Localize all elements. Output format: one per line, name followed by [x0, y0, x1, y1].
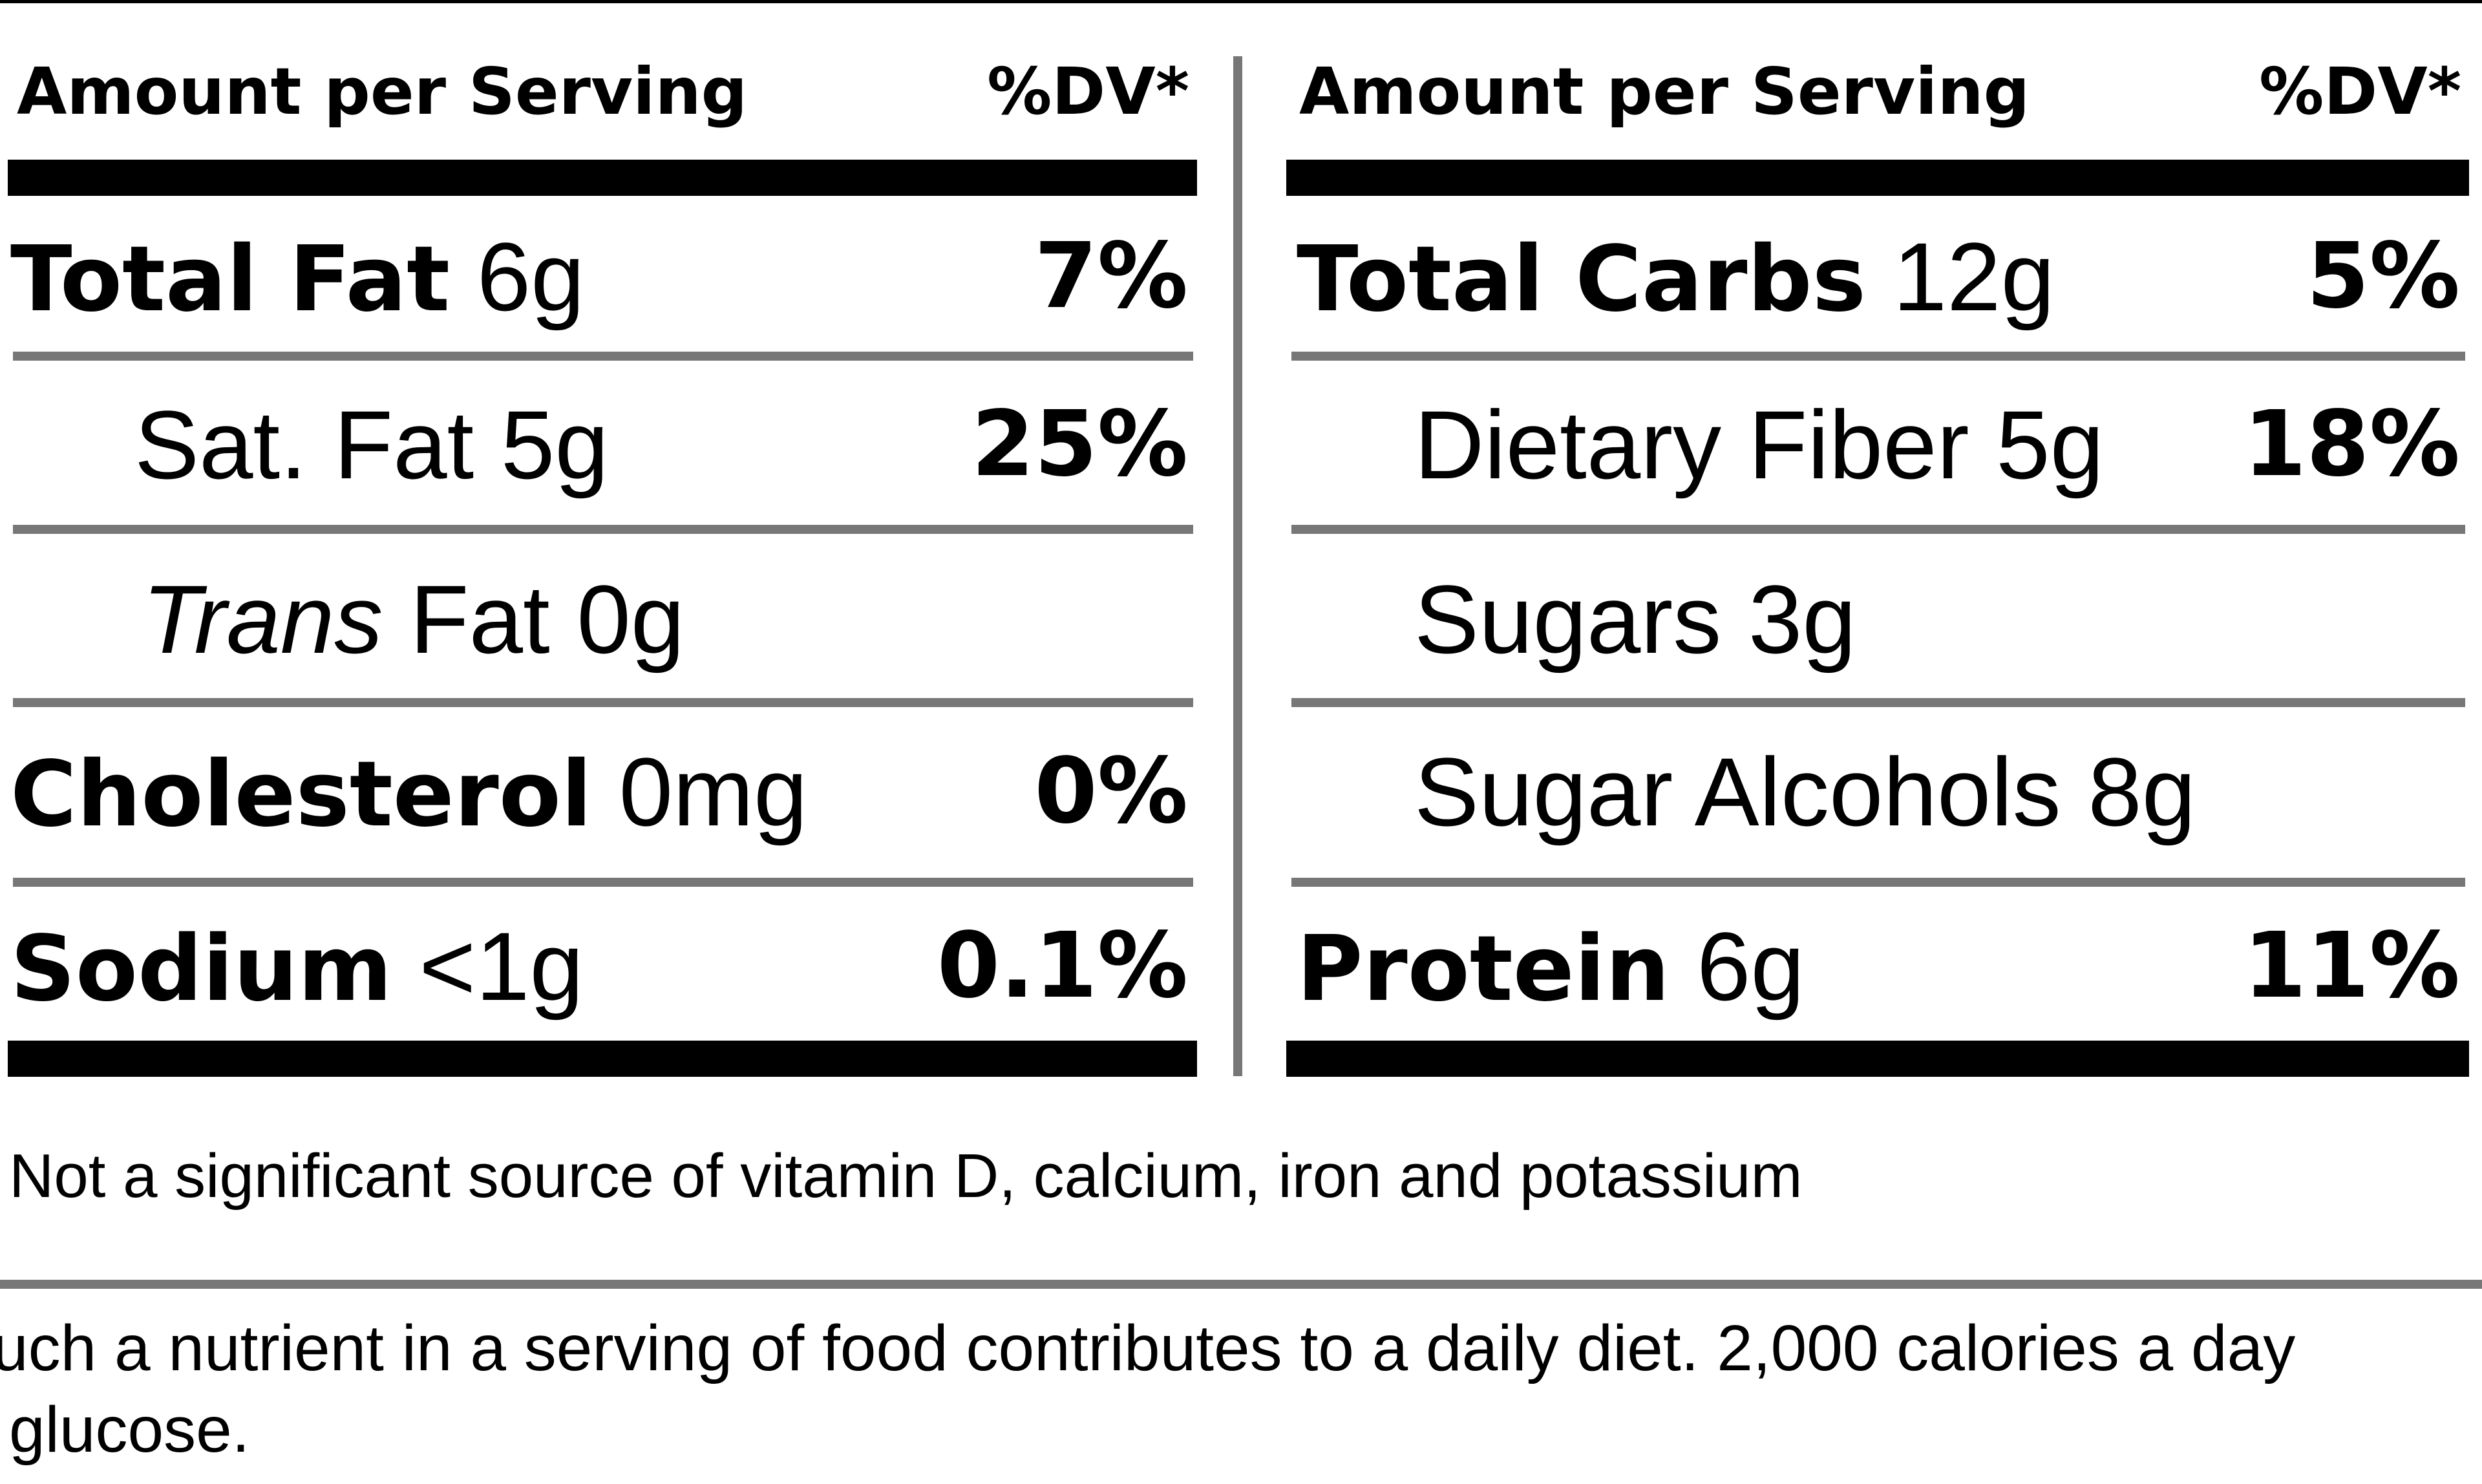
- nutrient-dv: 7%: [1034, 224, 1188, 329]
- nutrient-amount: 6g: [476, 222, 585, 331]
- row-divider: [13, 878, 1193, 887]
- nutrient-amount: 0mg: [619, 737, 808, 846]
- nutrient-row-total-carbs: Total Carbs 12g 5%: [1286, 196, 2469, 357]
- nutrient-amount: 12g: [1893, 222, 2055, 331]
- nutrient-name: Sugars: [1414, 565, 1722, 673]
- nutrient-row-sodium: Sodium <1g 0.1%: [8, 885, 1197, 1047]
- thick-divider: [1286, 160, 2469, 196]
- nutrient-dv: 0%: [1034, 739, 1188, 844]
- footnote-line-2: glucose.: [9, 1394, 250, 1466]
- nutrient-name: Sugar Alcohols: [1414, 737, 2061, 846]
- top-rule: [0, 0, 2482, 3]
- nutrient-amount: 5g: [1996, 390, 2105, 499]
- nutrient-row-total-fat: Total Fat 6g 7%: [8, 196, 1197, 357]
- nutrient-row-sugars: Sugars 3g: [1286, 538, 2469, 700]
- row-divider: [1291, 525, 2465, 534]
- nutrient-name: Sat. Fat: [134, 390, 474, 499]
- thick-divider: [8, 160, 1197, 196]
- nutrient-row-protein: Protein 6g 11%: [1286, 885, 2469, 1047]
- nutrient-amount: 0g: [577, 565, 685, 673]
- row-divider: [1291, 878, 2465, 887]
- header-amount-per-serving: Amount per Serving: [17, 54, 748, 129]
- header-daily-value: %DV*: [2259, 54, 2461, 129]
- header-daily-value: %DV*: [987, 54, 1189, 129]
- nutrient-amount: <1g: [419, 912, 584, 1021]
- header-amount-per-serving: Amount per Serving: [1299, 54, 2030, 129]
- nutrient-row-sat-fat: Sat. Fat 5g 25%: [8, 364, 1197, 525]
- nutrient-amount: 3g: [1748, 565, 1856, 673]
- nutrient-name-suffix: Fat: [409, 565, 550, 673]
- nutrient-name: Trans: [142, 565, 383, 673]
- nutrient-dv: 5%: [2306, 224, 2460, 329]
- thick-divider: [1286, 1041, 2469, 1077]
- nutrient-row-sugar-alcohols: Sugar Alcohols 8g: [1286, 711, 2469, 873]
- nutrient-name: Total Fat: [10, 227, 451, 332]
- nutrient-dv: 18%: [2243, 392, 2460, 497]
- footnote-line-1: uch a nutrient in a serving of food cont…: [0, 1312, 2296, 1384]
- nutrient-dv: 11%: [2243, 913, 2460, 1019]
- row-divider: [13, 352, 1193, 361]
- nutrient-note: Not a significant source of vitamin D, c…: [9, 1141, 1803, 1211]
- nutrient-row-trans-fat: Trans Fat 0g: [8, 538, 1197, 700]
- column-divider: [1233, 56, 1242, 1076]
- nutrient-row-cholesterol: Cholesterol 0mg 0%: [8, 711, 1197, 873]
- row-divider: [13, 525, 1193, 534]
- row-divider: [13, 698, 1193, 707]
- nutrient-row-dietary-fiber: Dietary Fiber 5g 18%: [1286, 364, 2469, 525]
- nutrient-dv: 25%: [971, 392, 1188, 497]
- nutrient-amount: 6g: [1697, 912, 1805, 1021]
- footnote-divider: [0, 1280, 2482, 1289]
- nutrient-name: Sodium: [10, 917, 392, 1022]
- nutrient-amount: 5g: [500, 390, 609, 499]
- nutrient-amount: 8g: [2088, 737, 2196, 846]
- nutrient-name: Dietary Fiber: [1414, 390, 1969, 499]
- row-divider: [1291, 352, 2465, 361]
- thick-divider: [8, 1041, 1197, 1077]
- nutrient-dv: 0.1%: [937, 913, 1188, 1019]
- row-divider: [1291, 698, 2465, 707]
- nutrient-name: Total Carbs: [1297, 227, 1867, 332]
- nutrient-name: Cholesterol: [10, 742, 592, 847]
- nutrient-name: Protein: [1297, 917, 1670, 1022]
